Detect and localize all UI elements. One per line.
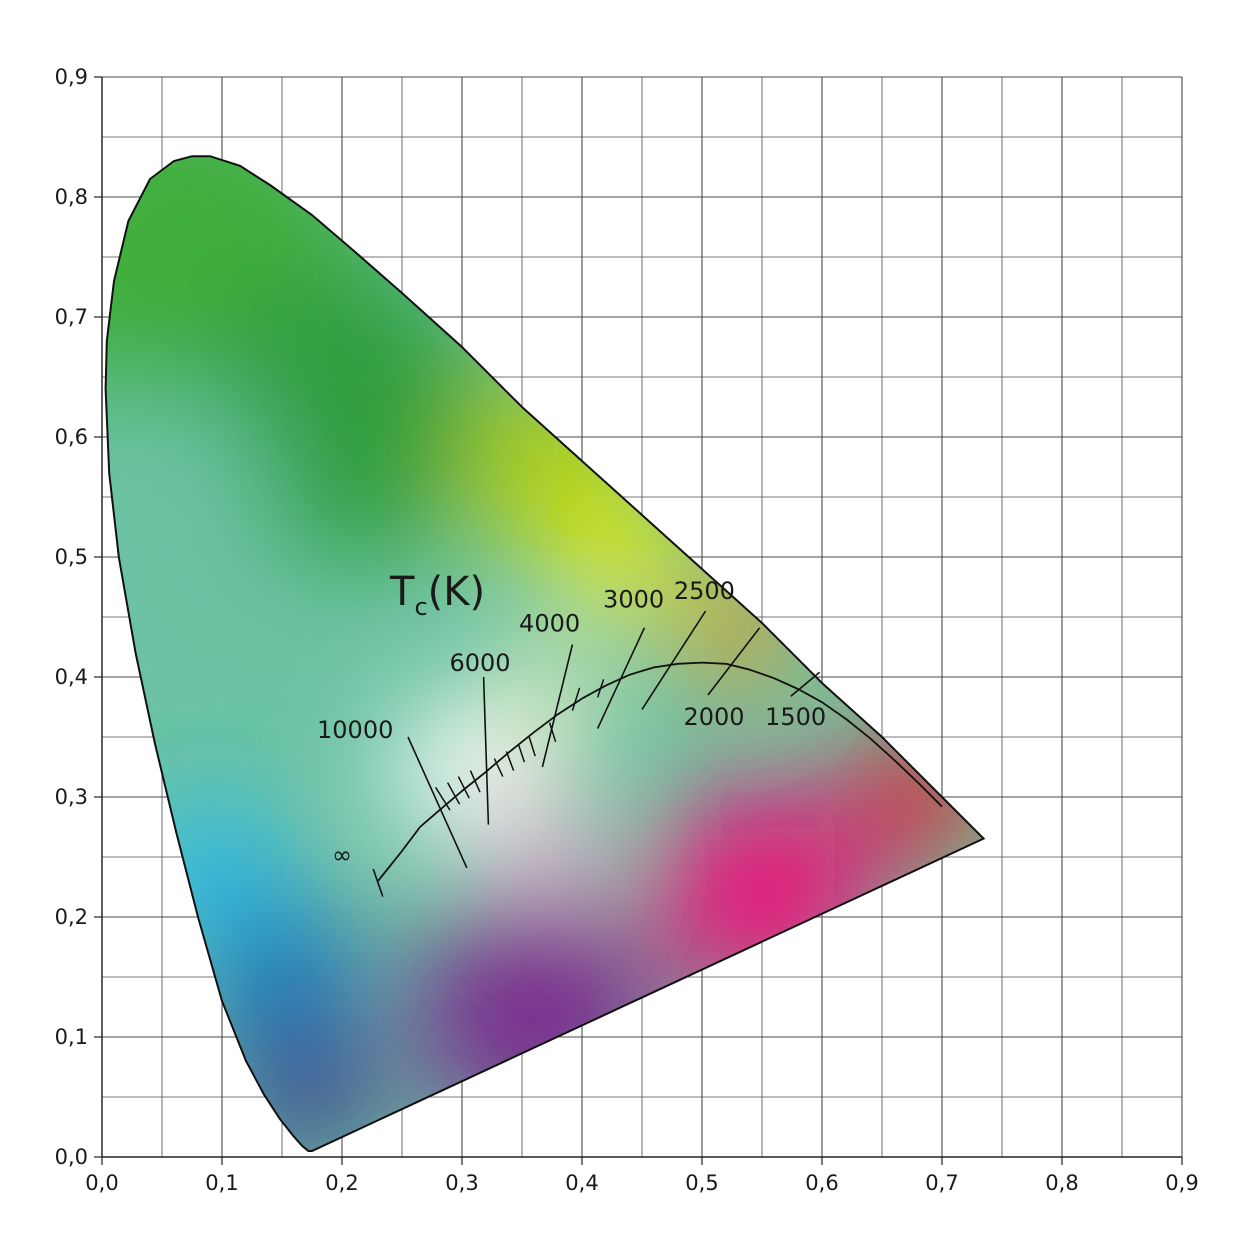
color-blob (105, 387, 272, 607)
planckian-locus (377, 661, 943, 882)
isotherm-line (372, 868, 384, 897)
y-tick-label: 0,3 (55, 785, 88, 809)
tc-annotation-sub: c (414, 593, 427, 621)
y-tick-label: 0,1 (55, 1025, 88, 1049)
isotherm-label: 2000 (683, 703, 744, 731)
locus-minor-tick (528, 736, 536, 757)
locus-minor-tick (517, 743, 526, 763)
tc-annotation: Tc(K) (389, 569, 485, 621)
x-tick-label: 0,4 (565, 1171, 598, 1195)
y-tick-label: 0,7 (55, 305, 88, 329)
x-tick-label: 0,5 (685, 1171, 718, 1195)
y-tick-label: 0,5 (55, 545, 88, 569)
isotherm-line (707, 627, 761, 696)
color-blob (202, 897, 362, 1057)
color-blob (491, 790, 601, 900)
isotherm-line (641, 610, 707, 710)
x-tick-label: 0,7 (925, 1171, 958, 1195)
isotherm-line (482, 676, 490, 825)
locus-minor-tick (493, 758, 504, 777)
x-tick-label: 0,2 (325, 1171, 358, 1195)
axes: 0,0 0,1 0,2 0,3 0,4 0,5 0,6 0,7 0,8 0,9 0,0 0,1 0,2 0… (55, 65, 1199, 1195)
isotherm-label: 2500 (674, 577, 735, 605)
y-tick-label: 0,6 (55, 425, 88, 449)
isotherm-label: 4000 (519, 609, 580, 637)
locus-minor-tick (434, 786, 451, 811)
tc-annotation-main: T (389, 569, 415, 615)
isotherm-line (596, 627, 646, 729)
gamut-outline (104, 155, 986, 1152)
annotations: Tc(K) (389, 569, 485, 621)
isotherm-label: 1500 (765, 703, 826, 731)
isotherm-label: 10000 (317, 716, 393, 744)
y-tick-label: 0,9 (55, 65, 88, 89)
color-blob (392, 703, 532, 843)
y-tick-label: 0,8 (55, 185, 88, 209)
y-tick-label: 0,2 (55, 905, 88, 929)
x-tick-label: 0,6 (805, 1171, 838, 1195)
isotherms: ∞ 10000 6000 4000 3000 2500 2000 1500 (317, 577, 826, 897)
isotherm-line (541, 644, 574, 768)
y-tick-label: 0,0 (55, 1145, 88, 1169)
isotherm-line (790, 671, 821, 697)
locus-minor-tick (596, 679, 605, 698)
spectral-locus-outline (104, 155, 986, 1152)
color-blob (496, 651, 596, 751)
isotherm-label: 3000 (603, 585, 664, 613)
locus-minor-tick (505, 751, 515, 771)
x-tick-label: 0,1 (205, 1171, 238, 1195)
locus-minor-tick (446, 782, 461, 805)
isotherm-label: ∞ (332, 841, 352, 869)
color-blob (558, 497, 678, 617)
x-tick-label: 0,8 (1045, 1171, 1078, 1195)
locus-minor-tick (457, 776, 470, 799)
tc-annotation-suffix: (K) (428, 569, 485, 615)
x-tick-label: 0,0 (85, 1171, 118, 1195)
locus-minor-tick (469, 770, 481, 793)
x-tick-label: 0,9 (1165, 1171, 1198, 1195)
locus-minor-tick (548, 722, 557, 743)
planckian-locus-line (377, 661, 943, 882)
isotherm-line (407, 736, 468, 869)
color-blob (140, 799, 280, 939)
locus-minor-tick (571, 687, 581, 711)
x-tick-label: 0,3 (445, 1171, 478, 1195)
isotherm-label: 6000 (449, 649, 510, 677)
y-tick-label: 0,4 (55, 665, 88, 689)
